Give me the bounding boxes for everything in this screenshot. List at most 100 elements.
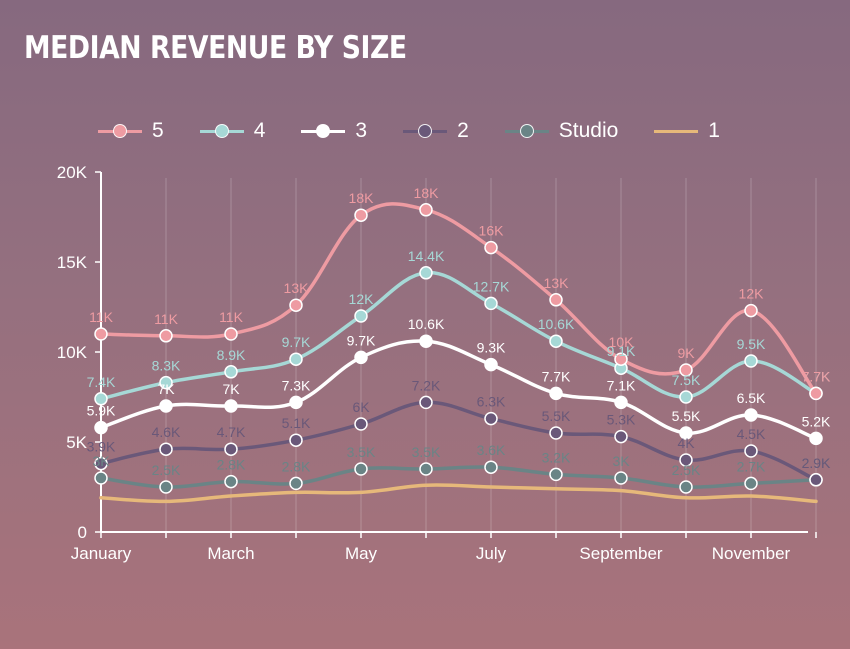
data-point [484, 411, 498, 426]
data-point [289, 476, 303, 491]
data-point [484, 296, 498, 311]
legend-marker [519, 123, 534, 138]
data-point [549, 334, 563, 348]
data-point [159, 329, 173, 343]
data-label: 3K [92, 453, 110, 469]
data-label: 14.4K [408, 248, 445, 264]
data-label: 18K [349, 190, 375, 206]
data-point [224, 442, 238, 456]
y-tick-label: 20K [57, 163, 88, 182]
legend-item-1[interactable]: 1 [654, 119, 720, 143]
data-label: 7.5K [672, 372, 701, 388]
data-point [744, 408, 758, 422]
data-label: 5.1K [282, 415, 311, 431]
data-point [744, 476, 758, 491]
data-point [549, 467, 563, 482]
data-label: 13K [284, 280, 310, 296]
legend-item-5[interactable]: 5 [98, 119, 164, 143]
data-label: 2.8K [282, 458, 311, 474]
data-label: 2.9K [802, 455, 831, 471]
legend-swatch [504, 123, 549, 138]
data-label: 5.3K [607, 412, 636, 428]
data-point [484, 357, 498, 372]
data-point [224, 474, 238, 489]
legend-item-studio[interactable]: Studio [504, 119, 619, 143]
data-point [289, 298, 303, 312]
data-point [224, 365, 238, 379]
data-label: 10.6K [408, 316, 445, 332]
data-label: 2.9K [802, 455, 831, 471]
data-point [159, 480, 173, 494]
data-point [484, 460, 498, 474]
series-line-5 [99, 202, 818, 396]
legend-marker [418, 123, 433, 138]
x-tick-label: May [345, 544, 378, 563]
data-point [94, 420, 108, 435]
data-label: 12K [739, 286, 765, 302]
x-tick-label: March [207, 544, 254, 563]
data-point [354, 350, 368, 365]
data-point [484, 240, 498, 255]
data-point [94, 471, 108, 485]
data-label: 8.9K [217, 347, 246, 363]
data-point [354, 309, 368, 323]
data-point [419, 334, 433, 348]
data-label: 11K [154, 311, 179, 327]
data-point [354, 208, 368, 222]
legend-label: 2 [457, 119, 469, 142]
legend: 5 4 3 2 Studio 1 [98, 119, 756, 143]
y-tick-label: 15K [57, 253, 88, 272]
data-point [549, 293, 563, 307]
data-label: 3.9K [87, 439, 116, 455]
data-label: 3.2K [542, 449, 571, 465]
y-tick-label: 5K [66, 433, 87, 452]
data-point [614, 471, 628, 485]
data-label: 5.2K [802, 413, 831, 429]
legend-swatch [98, 123, 142, 138]
data-label: 7.7K [542, 368, 571, 384]
data-label: 16K [479, 223, 505, 239]
data-label: 9.1K [607, 343, 636, 359]
legend-item-4[interactable]: 4 [199, 119, 265, 143]
legend-swatch [654, 129, 699, 133]
data-point [354, 462, 368, 476]
x-tick-label: July [476, 544, 507, 563]
data-label: 7.3K [282, 377, 311, 393]
data-point [94, 456, 108, 471]
legend-item-3[interactable]: 3 [301, 119, 367, 143]
data-label: 2.5K [672, 462, 701, 478]
data-point [419, 395, 433, 410]
data-point [614, 352, 628, 366]
data-label: 7.7K [802, 368, 831, 384]
data-label: 7K [222, 381, 240, 397]
data-point [289, 352, 303, 366]
data-label: 5.9K [87, 403, 116, 419]
data-label: 5.5K [542, 408, 571, 424]
series-line-1 [99, 483, 818, 504]
data-label: 9.7K [282, 334, 311, 350]
legend-swatch [301, 123, 346, 138]
data-label: 7.1K [607, 377, 636, 393]
data-point [549, 426, 563, 440]
data-label: 4.7K [217, 424, 246, 440]
data-point [809, 386, 823, 401]
legend-swatch [199, 123, 244, 138]
legend-label: 1 [708, 119, 720, 142]
data-label: 8.3K [152, 358, 181, 374]
data-point [354, 417, 368, 431]
data-point [679, 480, 693, 494]
data-point [419, 203, 433, 217]
legend-label: 5 [152, 119, 164, 142]
x-tick-label: September [579, 544, 662, 563]
data-label: 9.5K [737, 336, 766, 352]
data-label: 3K [612, 453, 630, 469]
legend-label: Studio [558, 119, 619, 142]
data-point [419, 266, 433, 280]
data-label: 4K [677, 435, 695, 451]
data-point [679, 390, 693, 404]
legend-label: 3 [355, 119, 368, 142]
legend-item-2[interactable]: 2 [403, 119, 469, 143]
data-label: 3.5K [347, 444, 376, 460]
data-label: 3.6K [477, 442, 506, 458]
